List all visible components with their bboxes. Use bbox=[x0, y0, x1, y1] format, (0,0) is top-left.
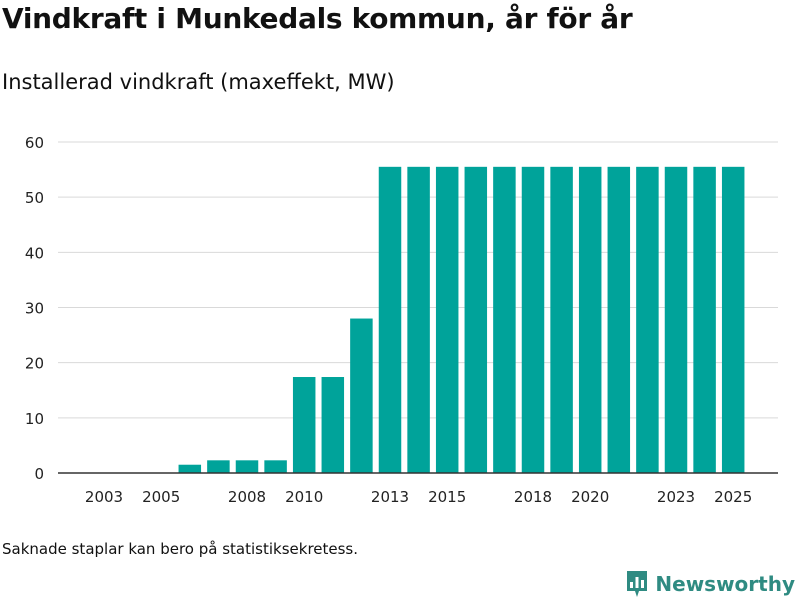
x-tick-label: 2015 bbox=[428, 488, 466, 506]
bar-2022 bbox=[636, 166, 659, 473]
x-tick-label: 2010 bbox=[285, 488, 323, 506]
bar-2008 bbox=[235, 460, 259, 473]
brand-name: Newsworthy bbox=[655, 572, 795, 596]
chart-title: Vindkraft i Munkedals kommun, år för år bbox=[2, 2, 633, 35]
x-tick-label: 2013 bbox=[371, 488, 409, 506]
bar-2015 bbox=[435, 166, 459, 473]
bar-2024 bbox=[693, 166, 716, 473]
x-tick-label: 2025 bbox=[714, 488, 752, 506]
y-tick-label: 40 bbox=[25, 244, 44, 262]
chart-subtitle: Installerad vindkraft (maxeffekt, MW) bbox=[2, 70, 395, 94]
x-axis: 2003 2005 2008 2010 2013 2015 2018 2020 2023 2025 bbox=[58, 472, 778, 506]
y-tick-label: 60 bbox=[25, 134, 44, 152]
bar-2017 bbox=[493, 166, 516, 473]
bar-2012 bbox=[350, 318, 373, 473]
x-tick-label: 2020 bbox=[571, 488, 609, 506]
bar-2009 bbox=[264, 460, 287, 473]
bar-2019 bbox=[550, 166, 573, 473]
bar-2023 bbox=[664, 166, 688, 473]
bar-2020 bbox=[578, 166, 602, 473]
x-tick-label: 2008 bbox=[228, 488, 266, 506]
x-tick-label: 2003 bbox=[85, 488, 123, 506]
y-tick-label: 10 bbox=[25, 410, 44, 428]
y-tick-label: 30 bbox=[25, 300, 44, 318]
y-tick-label: 20 bbox=[25, 355, 44, 373]
bar-series bbox=[178, 166, 745, 473]
bar-2014 bbox=[407, 166, 430, 473]
bar-2011 bbox=[321, 377, 345, 473]
bar-2010 bbox=[292, 377, 316, 473]
bar-2018 bbox=[521, 166, 545, 473]
y-tick-label: 0 bbox=[34, 465, 44, 483]
footnote: Saknade staplar kan bero på statistiksek… bbox=[2, 540, 359, 558]
newsworthy-logo-icon bbox=[627, 571, 648, 597]
bar-2007 bbox=[207, 460, 230, 473]
x-tick-label: 2005 bbox=[142, 488, 180, 506]
bar-2016 bbox=[464, 166, 488, 473]
brand-logo: Newsworthy bbox=[625, 569, 795, 599]
x-tick-label: 2023 bbox=[657, 488, 695, 506]
y-tick-label: 50 bbox=[25, 189, 44, 207]
bar-2006 bbox=[178, 464, 202, 473]
bar-2025 bbox=[721, 166, 745, 473]
x-tick-label: 2018 bbox=[514, 488, 552, 506]
y-axis: 0 10 20 30 40 50 60 bbox=[25, 134, 44, 483]
bar-2021 bbox=[607, 166, 631, 473]
bar-2013 bbox=[378, 166, 402, 473]
